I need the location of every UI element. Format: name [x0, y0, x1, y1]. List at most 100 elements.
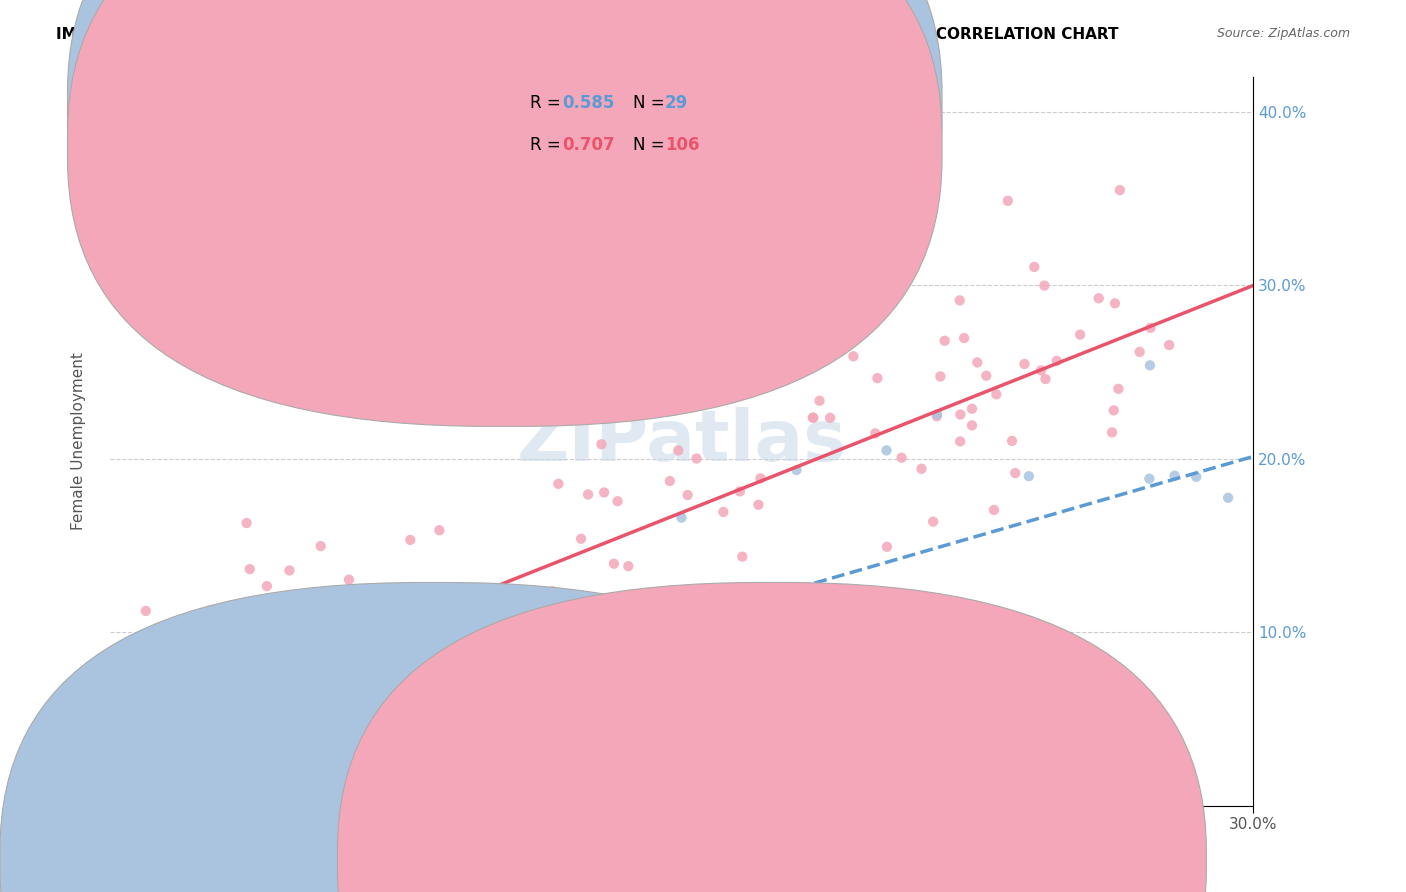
Point: [593, 599, 616, 613]
Point: [278, 672, 301, 686]
Point: [485, 638, 508, 652]
Point: [235, 516, 257, 530]
Point: [983, 503, 1005, 517]
Point: [242, 736, 264, 750]
Point: [956, 604, 979, 618]
Point: [1087, 291, 1109, 305]
Point: [107, 760, 129, 774]
Point: [337, 573, 360, 587]
Point: [866, 371, 889, 385]
Point: [186, 736, 208, 750]
Text: Immigrants from Trinidad and Tobago: Immigrants from Trinidad and Tobago: [770, 850, 1057, 865]
Point: [259, 643, 281, 657]
Point: [863, 591, 886, 605]
Text: N =: N =: [633, 95, 669, 112]
Text: N =: N =: [633, 136, 669, 154]
Point: [728, 484, 751, 499]
Point: [276, 764, 298, 778]
Point: [731, 549, 754, 564]
Point: [738, 644, 761, 658]
Point: [181, 764, 204, 778]
Text: 0.707: 0.707: [562, 136, 614, 154]
Text: 29: 29: [665, 95, 689, 112]
Point: [1163, 468, 1185, 483]
Point: [405, 628, 427, 642]
Text: R =: R =: [530, 136, 567, 154]
Point: [239, 562, 262, 576]
Point: [142, 647, 165, 661]
Point: [1014, 357, 1036, 371]
Point: [842, 349, 865, 363]
Point: [399, 533, 422, 547]
Point: [343, 712, 366, 726]
Point: [666, 443, 689, 458]
Point: [429, 592, 451, 607]
Point: [534, 761, 557, 775]
Point: [465, 692, 488, 706]
Point: [922, 515, 945, 529]
Point: [1107, 382, 1129, 396]
Point: [966, 355, 988, 369]
Point: [591, 437, 613, 451]
Point: [929, 369, 952, 384]
Point: [274, 684, 297, 698]
Point: [479, 648, 502, 662]
Point: [876, 540, 898, 554]
Point: [256, 579, 278, 593]
Point: [588, 698, 610, 712]
Point: [245, 760, 267, 774]
Point: [986, 387, 1008, 401]
Text: IMMIGRANTS FROM CANADA VS IMMIGRANTS FROM TRINIDAD AND TOBAGO FEMALE UNEMPLOYMEN: IMMIGRANTS FROM CANADA VS IMMIGRANTS FRO…: [56, 27, 1119, 42]
Point: [1018, 469, 1040, 483]
Text: 106: 106: [665, 136, 700, 154]
Text: Immigrants from Canada: Immigrants from Canada: [467, 850, 658, 865]
Point: [361, 648, 384, 662]
Point: [174, 739, 197, 753]
Point: [1024, 260, 1046, 274]
Point: [925, 407, 948, 421]
Point: [593, 485, 616, 500]
Point: [427, 615, 450, 630]
Point: [554, 609, 576, 624]
Point: [146, 681, 169, 696]
Point: [600, 647, 623, 661]
Point: [910, 462, 932, 476]
Point: [934, 334, 956, 348]
Point: [1139, 359, 1161, 373]
Point: [672, 690, 695, 705]
Point: [110, 739, 132, 753]
Point: [541, 584, 564, 599]
Point: [166, 735, 188, 749]
Point: [1108, 183, 1130, 197]
Point: [949, 408, 972, 422]
Point: [676, 488, 699, 502]
Point: [136, 764, 159, 778]
Text: Source: ZipAtlas.com: Source: ZipAtlas.com: [1216, 27, 1350, 40]
Point: [606, 494, 628, 508]
Point: [749, 471, 772, 485]
Point: [357, 654, 380, 668]
Point: [671, 510, 693, 524]
Point: [786, 463, 808, 477]
Point: [1139, 321, 1161, 335]
Point: [960, 401, 983, 416]
Point: [391, 662, 413, 676]
Point: [1033, 278, 1056, 293]
Point: [1137, 472, 1160, 486]
Point: [240, 707, 263, 722]
Text: ZIPatlas: ZIPatlas: [516, 407, 846, 476]
Point: [569, 532, 592, 546]
Point: [309, 539, 332, 553]
Point: [953, 331, 976, 345]
Point: [280, 754, 302, 768]
Point: [444, 685, 467, 699]
Point: [725, 634, 748, 648]
Point: [1035, 372, 1057, 386]
Point: [1069, 327, 1091, 342]
Point: [394, 622, 416, 636]
Point: [685, 451, 707, 466]
Point: [555, 654, 578, 668]
Point: [1001, 434, 1024, 448]
Y-axis label: Female Unemployment: Female Unemployment: [72, 352, 86, 531]
Point: [616, 737, 638, 751]
